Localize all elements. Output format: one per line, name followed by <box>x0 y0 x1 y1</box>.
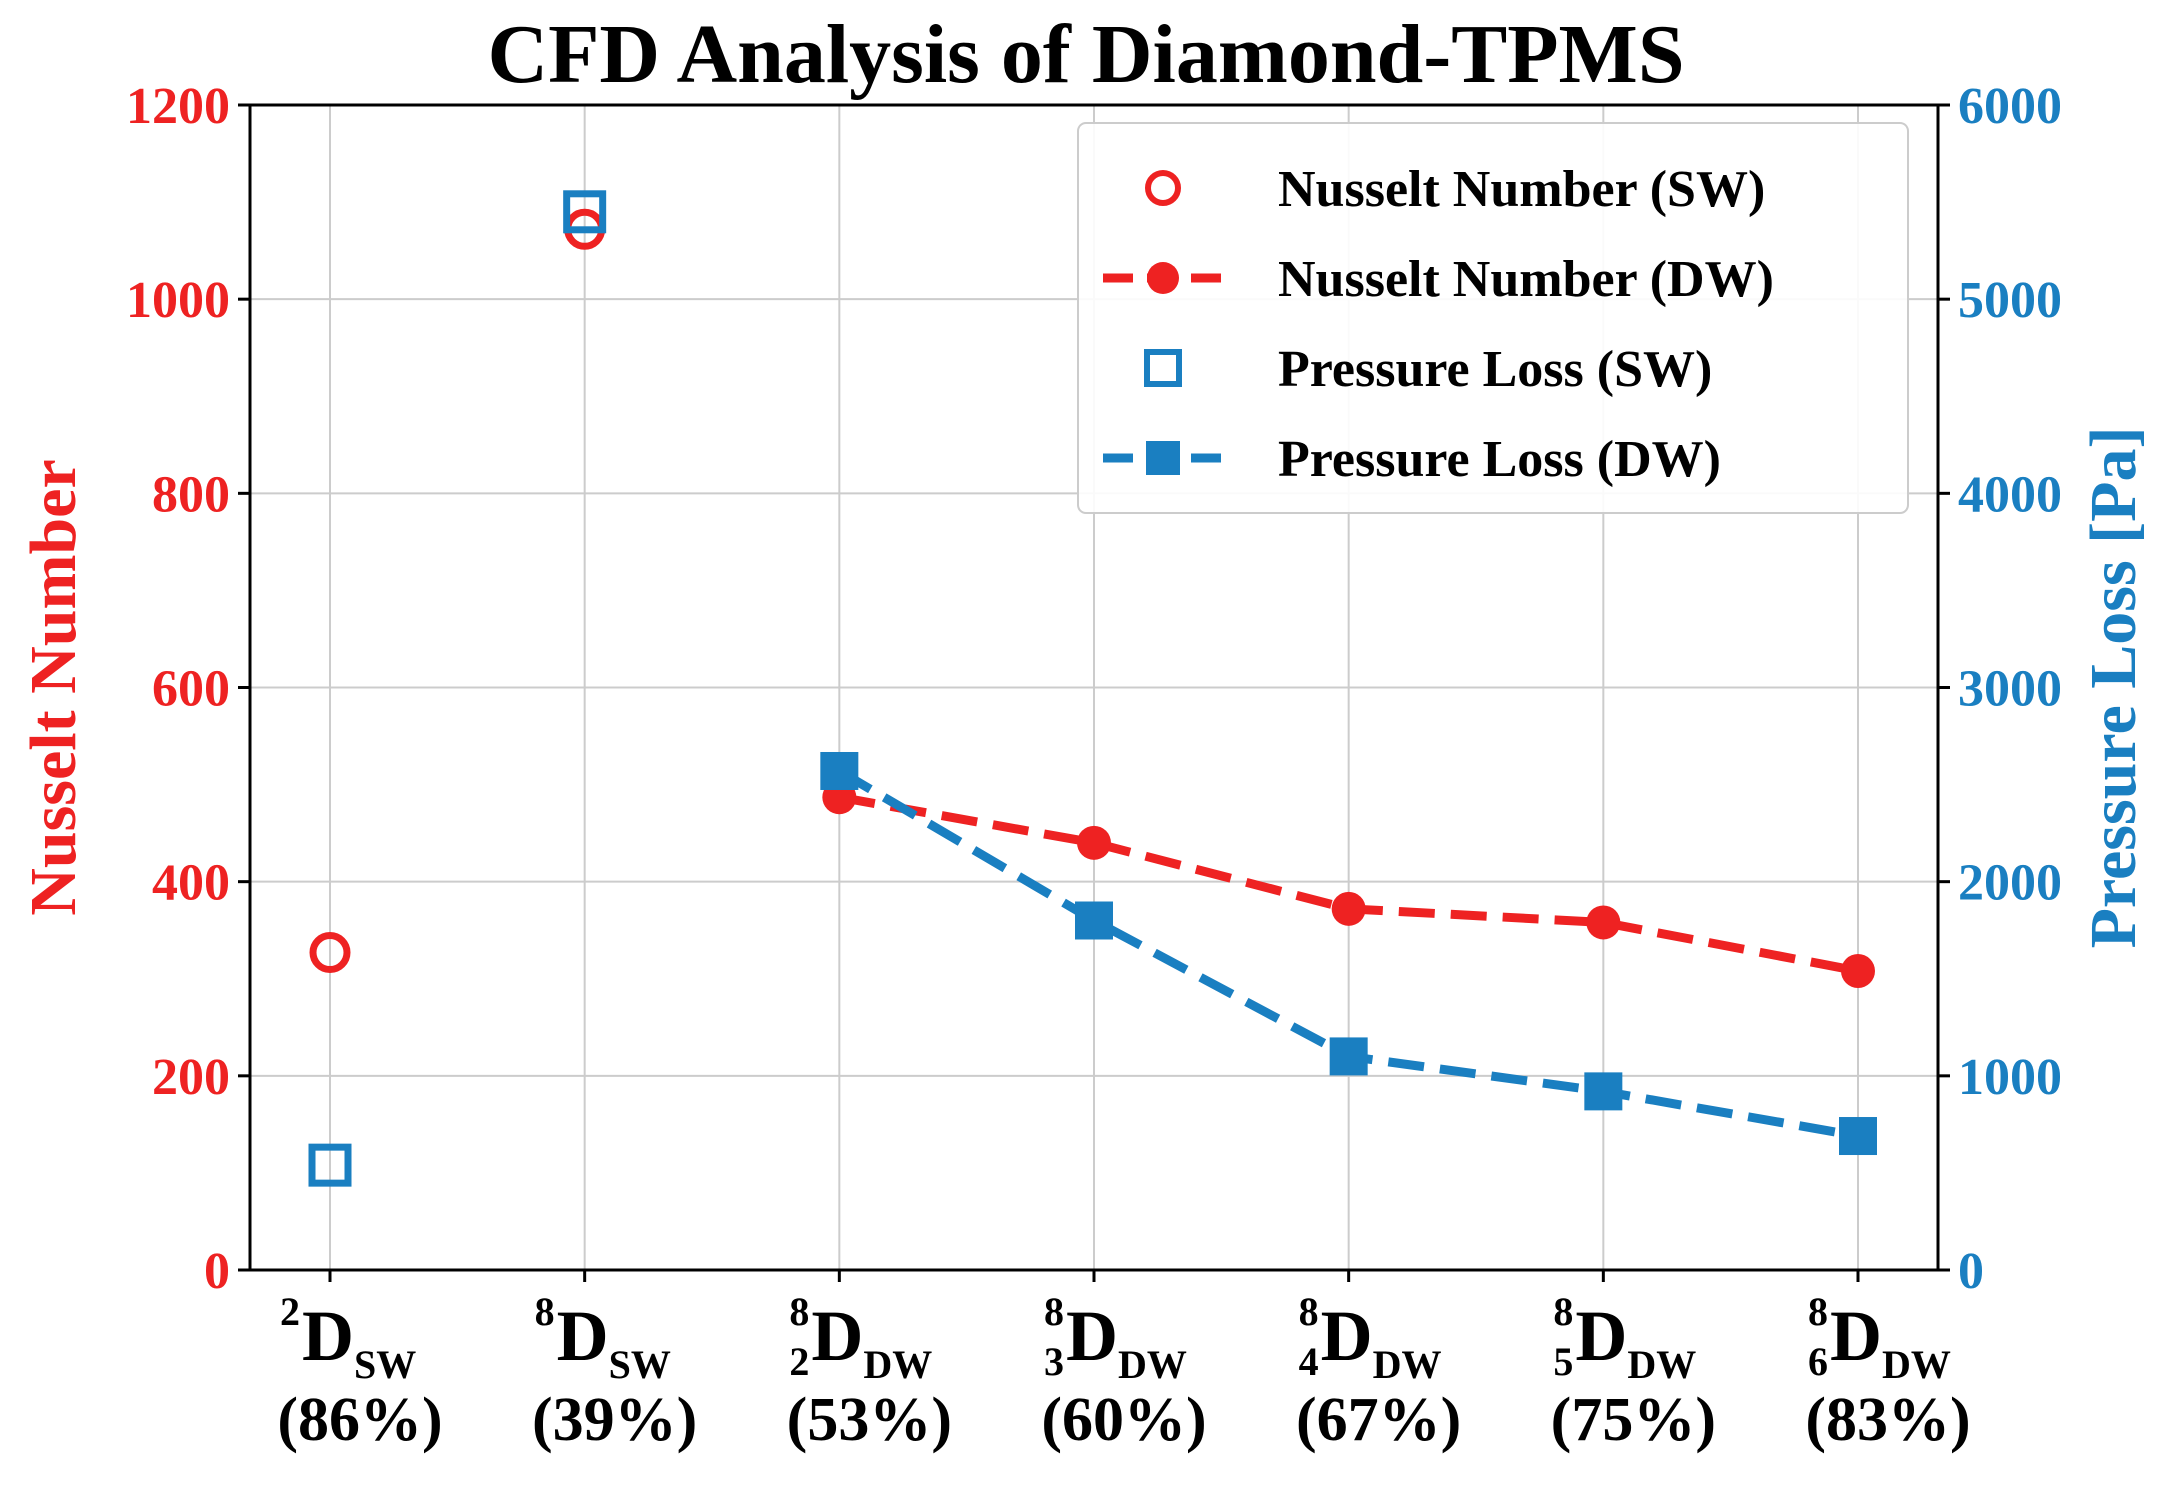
right-tick-label: 0 <box>1958 1243 1984 1300</box>
left-tick-label: 1200 <box>126 78 230 135</box>
legend-label: Pressure Loss (SW) <box>1278 341 1712 398</box>
legend-entry: Pressure Loss (DW) <box>1103 431 1721 488</box>
x-tick-sup: 8 <box>535 1289 555 1334</box>
x-tick-pct: (67%) <box>1296 1386 1461 1454</box>
series-pressure-loss-sw <box>308 190 607 1187</box>
legend-marker <box>1144 349 1182 387</box>
data-point <box>1839 1117 1877 1156</box>
data-point <box>1586 905 1621 940</box>
x-tick-pct: (75%) <box>1551 1386 1716 1454</box>
right-axis-label: Pressure Loss [Pa] <box>2077 427 2150 949</box>
left-tick-label: 800 <box>152 466 230 523</box>
right-tick-label: 2000 <box>1958 855 2062 912</box>
legend-entry: Nusselt Number (SW) <box>1145 161 1765 218</box>
left-axis: 0 200 400 600 800 1000 1200 <box>126 78 250 1300</box>
legend-label: Nusselt Number (SW) <box>1278 161 1765 218</box>
left-tick-label: 600 <box>152 661 230 718</box>
left-tick-label: 200 <box>152 1049 230 1106</box>
data-point <box>1075 901 1113 940</box>
x-tick-presub: 2 <box>789 1339 809 1384</box>
x-tick-presub: 6 <box>1808 1339 1828 1384</box>
x-tick-base: D <box>557 1296 609 1376</box>
x-tick-label: 8 4 D DW(67%) <box>1296 1289 1461 1454</box>
x-tick-sup: 8 <box>1299 1289 1319 1334</box>
right-tick-label: 5000 <box>1958 272 2062 329</box>
legend-entry: Nusselt Number (DW) <box>1103 251 1774 308</box>
x-tick-sub: SW <box>354 1342 416 1387</box>
data-point <box>1329 1037 1368 1076</box>
data-point <box>309 932 351 974</box>
x-tick-label: 8 5 D DW(75%) <box>1551 1289 1716 1454</box>
x-tick-base: D <box>1321 1296 1373 1376</box>
data-point <box>820 751 859 790</box>
x-tick-sub: SW <box>609 1342 671 1387</box>
x-tick-label: 8 6 D DW(83%) <box>1805 1289 1970 1454</box>
left-tick-label: 400 <box>152 855 230 912</box>
legend-marker <box>1147 262 1179 294</box>
x-tick-pct: (86%) <box>277 1386 442 1454</box>
x-tick-label: 8 3 D DW(60%) <box>1041 1289 1206 1454</box>
legend-label: Nusselt Number (DW) <box>1278 251 1774 308</box>
x-axis: 2 D SW(86%)8 D SW(39%)82 D DW(53%)83 D DW(60%)84… <box>277 1270 1971 1454</box>
data-point <box>1841 953 1875 988</box>
x-tick-sub: DW <box>1627 1342 1696 1387</box>
x-tick-sup: 8 <box>1553 1289 1573 1334</box>
legend-label: Pressure Loss (DW) <box>1278 431 1721 488</box>
x-tick-sup: 2 <box>280 1289 300 1334</box>
right-tick-label: 4000 <box>1958 466 2062 523</box>
x-tick-label: 2 D SW(86%) <box>277 1289 442 1454</box>
x-tick-base: D <box>1575 1296 1627 1376</box>
x-tick-sub: DW <box>1118 1342 1187 1387</box>
x-tick-presub: 3 <box>1044 1339 1064 1384</box>
legend-box <box>1077 122 1909 514</box>
left-tick-label: 0 <box>204 1243 230 1300</box>
data-point <box>1584 1072 1623 1111</box>
x-tick-sup: 8 <box>1044 1289 1064 1334</box>
right-axis: 0 1000 2000 3000 4000 5000 6000 <box>1938 78 2062 1300</box>
x-tick-base: D <box>302 1296 354 1376</box>
legend: Nusselt Number (SW) Nusselt Number (DW) Pr… <box>1077 122 1909 514</box>
legend-marker <box>1146 441 1180 475</box>
x-tick-base: D <box>811 1296 863 1376</box>
x-tick-base: D <box>1066 1296 1118 1376</box>
x-tick-label: 8 2 D DW(53%) <box>787 1289 952 1454</box>
x-tick-sup: 8 <box>1808 1289 1828 1334</box>
x-tick-pct: (39%) <box>532 1386 697 1454</box>
left-axis-label: Nusselt Number <box>17 459 90 916</box>
x-tick-label: 8 D SW(39%) <box>532 1289 697 1454</box>
x-tick-sub: DW <box>1882 1342 1951 1387</box>
x-tick-sup: 8 <box>789 1289 809 1334</box>
right-tick-label: 3000 <box>1958 661 2062 718</box>
left-tick-label: 1000 <box>126 272 230 329</box>
legend-entry: Pressure Loss (SW) <box>1144 341 1712 398</box>
x-tick-presub: 4 <box>1299 1339 1319 1384</box>
data-point <box>308 1143 352 1187</box>
x-tick-base: D <box>1830 1296 1882 1376</box>
series-layer <box>308 190 1877 1187</box>
series-pressure-loss-dw <box>820 751 1877 1156</box>
legend-marker <box>1145 170 1181 206</box>
series-nusselt-number-sw <box>309 208 606 974</box>
data-point <box>1331 891 1366 926</box>
chart-title: CFD Analysis of Diamond-TPMS <box>487 8 1684 101</box>
x-tick-sub: DW <box>1373 1342 1442 1387</box>
x-tick-pct: (60%) <box>1041 1386 1206 1454</box>
x-tick-pct: (83%) <box>1805 1386 1970 1454</box>
data-point <box>1077 825 1111 860</box>
x-tick-presub: 5 <box>1553 1339 1573 1384</box>
data-point <box>563 190 607 234</box>
x-tick-pct: (53%) <box>787 1386 952 1454</box>
right-tick-label: 1000 <box>1958 1049 2062 1106</box>
x-tick-sub: DW <box>863 1342 932 1387</box>
right-tick-label: 6000 <box>1958 78 2062 135</box>
